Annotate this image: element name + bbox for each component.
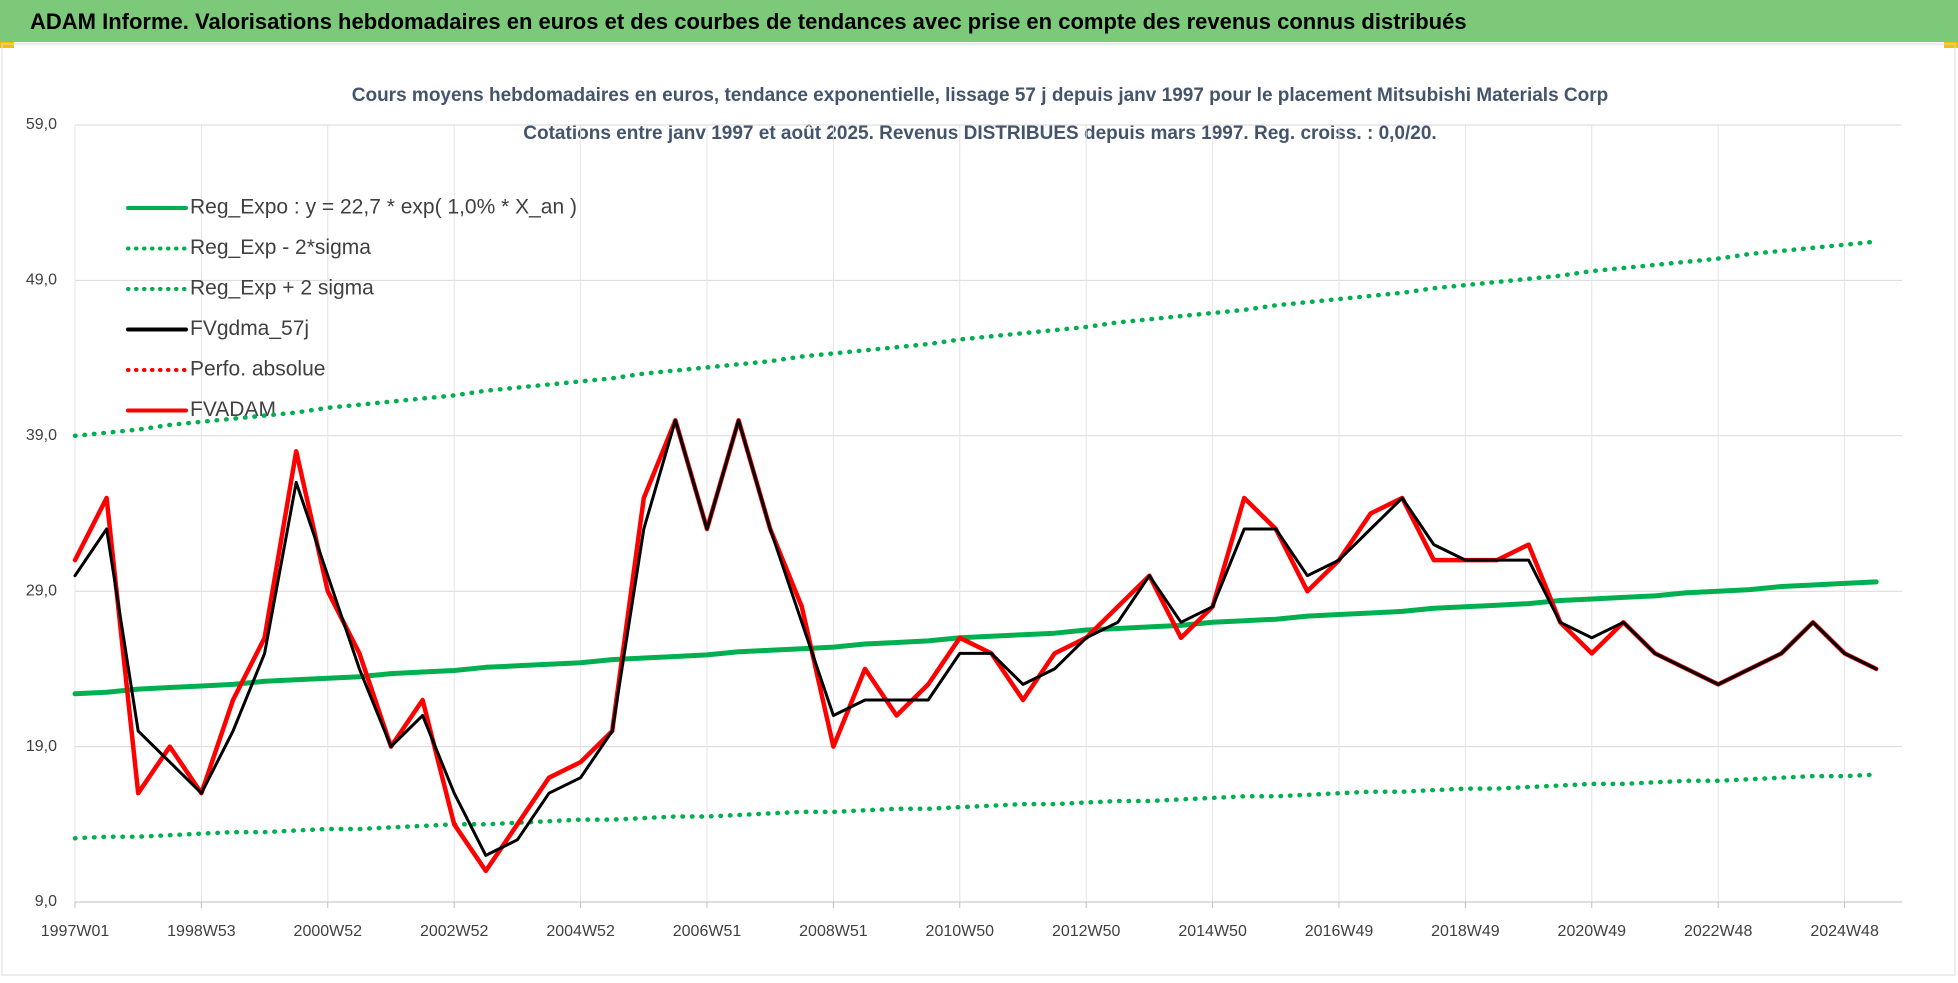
x-tick-label: 2022W48 <box>1684 923 1753 940</box>
corner-mark <box>0 42 14 48</box>
y-tick-label: 29,0 <box>26 582 57 599</box>
series-line <box>72 239 1879 439</box>
legend-label: Reg_Exp + 2 sigma <box>190 277 374 300</box>
chart-subtitle: Cotations entre janv 1997 et août 2025. … <box>523 123 1436 144</box>
x-tick-label: 2008W51 <box>799 923 868 940</box>
x-tick-label: 2004W52 <box>546 923 615 940</box>
legend-label: Perfo. absolue <box>190 358 325 381</box>
y-tick-label: 49,0 <box>26 272 57 289</box>
x-tick-label: 1998W53 <box>167 923 236 940</box>
x-tick-label: 2002W52 <box>420 923 489 940</box>
corner-mark <box>1944 42 1958 48</box>
x-tick-label: 2000W52 <box>294 923 363 940</box>
x-tick-label: 2014W50 <box>1178 923 1247 940</box>
series-line <box>73 418 1878 857</box>
x-tick-label: 2020W49 <box>1558 923 1627 940</box>
y-tick-label: 59,0 <box>26 116 57 133</box>
series-line <box>72 772 1879 841</box>
y-tick-label: 9,0 <box>35 893 57 910</box>
chart-title: Cours moyens hebdomadaires en euros, ten… <box>352 85 1609 106</box>
x-tick-label: 2006W51 <box>673 923 742 940</box>
series-line <box>72 418 1879 874</box>
y-tick-label: 19,0 <box>26 738 57 755</box>
legend-label: Reg_Exp - 2*sigma <box>190 236 371 259</box>
chart-frame <box>1 43 1956 976</box>
x-tick-label: 2010W50 <box>926 923 995 940</box>
x-tick-label: 2016W49 <box>1305 923 1374 940</box>
header-title: ADAM Informe. Valorisations hebdomadaire… <box>30 9 1467 34</box>
x-tick-label: 2018W49 <box>1431 923 1500 940</box>
legend-label: FVgdma_57j <box>190 317 309 340</box>
x-tick-label: 1997W01 <box>41 923 110 940</box>
x-tick-label: 2012W50 <box>1052 923 1121 940</box>
series-line <box>72 579 1879 697</box>
y-tick-label: 39,0 <box>26 427 57 444</box>
legend-label: Reg_Expo : y = 22,7 * exp( 1,0% * X_an ) <box>190 196 577 219</box>
header-banner <box>0 0 1958 42</box>
x-tick-label: 2024W48 <box>1810 923 1879 940</box>
